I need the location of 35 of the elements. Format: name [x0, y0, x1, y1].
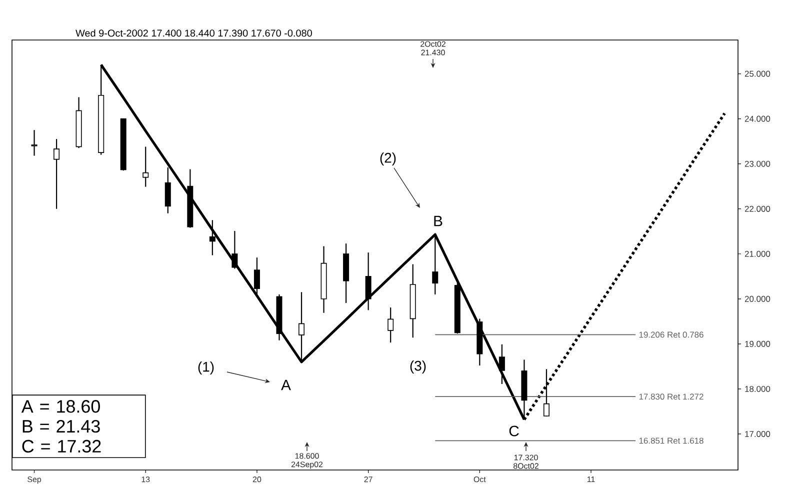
candlestick [432, 234, 438, 295]
series-label: 16.851 Ret 1.618 [639, 438, 704, 444]
annotation: (1) [198, 362, 214, 374]
candlestick [298, 292, 305, 362]
y-tick-label: 18.000 [745, 386, 770, 392]
candlestick [164, 166, 171, 214]
y-tick-label: 25.000 [744, 70, 770, 77]
y-tick-label: 21.000 [744, 250, 770, 257]
annotation: B [434, 216, 442, 226]
y-tick-label: 23.000 [744, 160, 770, 167]
annotation: C = 17.32 [22, 440, 101, 453]
candlestick [543, 368, 550, 417]
annotation: (2) [380, 152, 396, 166]
series-label: 19.206 Ret 0.786 [639, 332, 704, 338]
chart-subtitle: Wed 9-Oct-2002 17.400 18.440 17.390 17.670 -0.080 [76, 29, 312, 37]
annotation: C [509, 426, 519, 436]
y-tick-label: 19.000 [745, 340, 770, 347]
candlestick [365, 252, 372, 311]
candlestick [54, 138, 60, 210]
candlestick [31, 130, 38, 156]
y-tick-label: 24.000 [744, 116, 770, 122]
y-tick-label: 22.000 [744, 206, 770, 212]
y-tick-label: 17.000 [745, 430, 770, 437]
candlestick [142, 146, 149, 188]
candlestick [498, 344, 505, 385]
candlestick [388, 306, 394, 344]
candlestick [232, 230, 238, 270]
candlestick [254, 256, 260, 295]
annotation: A = 18.60 [21, 400, 100, 413]
annotation: (3) [410, 360, 426, 374]
annotation: B = 21.43 [22, 420, 100, 433]
y-tick-label: 20.000 [744, 296, 770, 302]
annotation: A [281, 380, 291, 390]
series-label: 17.830 Ret 1.272 [639, 394, 704, 400]
candlestick [209, 220, 216, 256]
